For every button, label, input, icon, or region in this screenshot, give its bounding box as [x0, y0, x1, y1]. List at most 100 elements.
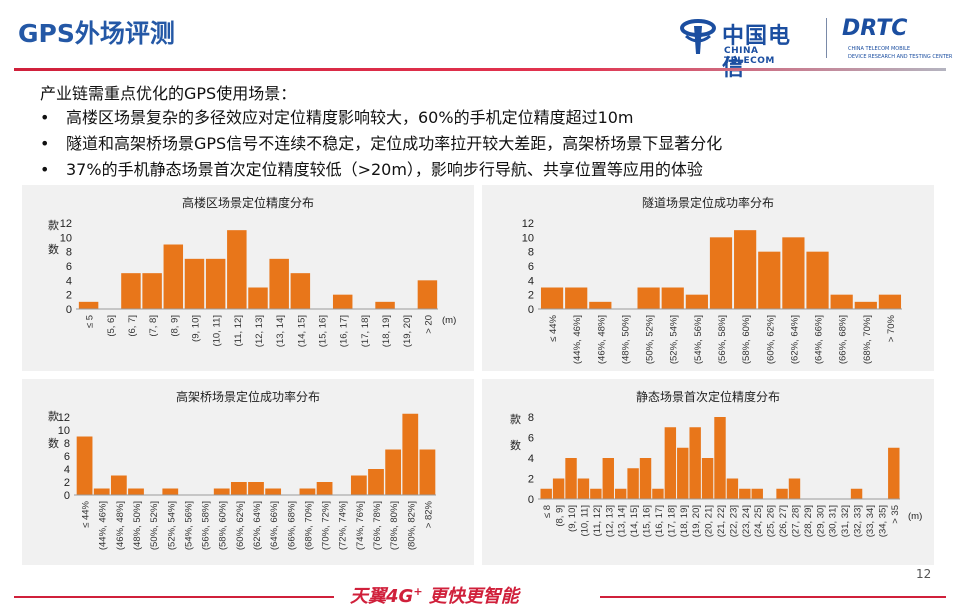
x-tick-label: (58%, 60%] [741, 315, 752, 364]
bar [685, 294, 708, 309]
bar [316, 482, 333, 495]
chart-static-first-fix-accuracy: 静态场景首次定位精度分布 0 2 4 6 8款数 ≤ 8 (8, 9] (9, 10] (10, … [510, 389, 922, 537]
bar [590, 488, 602, 499]
x-tick-label: (76%, 78%] [372, 501, 383, 550]
bar [230, 482, 247, 495]
x-tick-label: (66%, 68%] [286, 501, 297, 550]
china-telecom-logo: 中国电信 CHINA TELECOM [680, 16, 810, 81]
x-tick-label: (78%, 80%] [389, 501, 400, 550]
intro-text: 产业链需重点优化的GPS使用场景： [40, 84, 297, 103]
x-axis-label: (m) [908, 511, 922, 522]
bar [565, 287, 588, 309]
x-tick-label: (8, 9] [555, 505, 566, 527]
bar [128, 488, 144, 495]
slogan-main: 天翼4G [350, 586, 414, 607]
y-tick-label: 10 [60, 232, 72, 244]
y-tick-label: 6 [64, 451, 70, 463]
y-tick-label: 4 [64, 464, 70, 476]
x-tick-label: (52%, 54%] [669, 315, 680, 364]
bar [540, 287, 564, 309]
chart-title: 高楼区场景定位精度分布 [182, 195, 314, 210]
y-axis-label: 数 [48, 243, 59, 256]
x-tick-label: (15, 16] [642, 505, 653, 537]
bar [714, 417, 726, 499]
bar [878, 294, 902, 309]
bar [162, 488, 179, 495]
bar [637, 287, 660, 309]
drtc-logo: DRTC CHINA TELECOM MOBILE DEVICE RESEARC… [842, 16, 952, 62]
x-tick-label: (60%, 62%] [765, 315, 776, 364]
y-tick-label: 12 [60, 218, 72, 230]
bar [739, 488, 751, 499]
x-tick-label: (11, 12] [233, 315, 244, 347]
y-tick-label: 12 [522, 218, 534, 230]
bar [701, 458, 714, 499]
x-tick-label: (31, 32] [840, 505, 851, 537]
x-tick-label: (72%, 74%] [338, 501, 349, 550]
chart-title: 隧道场景定位成功率分布 [642, 195, 774, 210]
x-tick-label: (56%, 58%] [201, 501, 212, 550]
x-tick-label: (23, 24] [741, 505, 752, 537]
x-axis-label: (m) [442, 315, 456, 326]
bullet-item: 隧道和高架桥场景GPS信号不连续不稳定，定位成功率拉开较大差距，高架桥场景下显著… [40, 131, 722, 157]
bar [385, 449, 402, 495]
x-tick-label: (22, 23] [728, 505, 739, 537]
x-tick-label: (19, 20] [402, 315, 413, 347]
x-tick-label: (50%, 52%] [149, 501, 160, 550]
drtc-subtitle-2: DEVICE RESEARCH AND TESTING CENTER [848, 54, 953, 60]
chart-tunnel-success-rate: 隧道场景定位成功率分布 0 2 4 6 8 10 12 ≤ 44% (44%, 46%] (46%,… [522, 195, 902, 364]
x-tick-label: (30, 31] [828, 505, 839, 537]
x-tick-label: (60%, 62%] [235, 501, 246, 550]
footer-line-left [14, 596, 334, 598]
x-tick-label: (46%, 48%] [596, 315, 607, 364]
bar [854, 301, 877, 309]
y-axis-label: 款 [48, 218, 59, 232]
y-tick-label: 4 [528, 275, 534, 287]
page-title: GPS外场评测 [18, 19, 175, 48]
x-tick-label: ≤ 44% [81, 500, 92, 527]
x-tick-label: (64%, 66%] [814, 315, 825, 364]
x-tick-label: (24, 25] [753, 505, 764, 537]
bullet-list: 高楼区场景复杂的多径效应对定位精度影响较大，60%的手机定位精度超过10m 隧道… [40, 105, 722, 183]
y-tick-label: 0 [66, 304, 72, 316]
bar [726, 478, 739, 499]
bar [627, 468, 639, 499]
bar [589, 301, 612, 309]
x-tick-label: (66%, 68%] [838, 315, 849, 364]
x-tick-label: (58%, 60%] [218, 501, 229, 550]
drtc-wordmark: DRTC [842, 16, 908, 41]
bar [689, 427, 701, 499]
footer-slogan: 天翼4G+ 更快更智能 [350, 582, 519, 608]
x-tick-label: (54%, 56%] [693, 315, 704, 364]
bar [850, 488, 863, 499]
x-tick-label: (7, 8] [148, 315, 159, 337]
x-tick-label: (70%, 72%] [321, 501, 332, 550]
chart-panel-static: 静态场景首次定位精度分布 0 2 4 6 8 款数 ≤ 8 (8, 9] (9, 10] (10, … [482, 379, 934, 565]
bar [709, 237, 733, 309]
x-tick-label: (15, 16] [318, 315, 329, 347]
bar [163, 244, 184, 309]
bar [661, 287, 684, 309]
y-tick-label: 8 [64, 438, 70, 450]
x-tick-label: (48%, 50%] [132, 501, 143, 550]
header-divider [14, 68, 946, 71]
x-tick-label: (18, 19] [381, 315, 392, 347]
y-tick-label: 8 [528, 247, 534, 259]
x-tick-label: (74%, 76%] [355, 501, 366, 550]
footer-line-right [600, 596, 946, 598]
y-tick-label: 12 [58, 412, 70, 424]
y-tick-label: 10 [522, 232, 534, 244]
x-tick-label: (12, 13] [254, 315, 265, 347]
x-tick-label: (13, 14] [617, 505, 628, 537]
bar [677, 447, 689, 499]
bar [652, 488, 664, 499]
y-tick-label: 0 [528, 494, 534, 506]
y-tick-label: 0 [528, 304, 534, 316]
x-tick-label: (56%, 58%] [717, 315, 728, 364]
y-tick-label: 2 [64, 477, 70, 489]
bar [76, 436, 93, 495]
chart-title: 高架桥场景定位成功率分布 [176, 389, 320, 404]
x-tick-label: (44%, 46%] [572, 315, 583, 364]
bar [184, 258, 205, 309]
